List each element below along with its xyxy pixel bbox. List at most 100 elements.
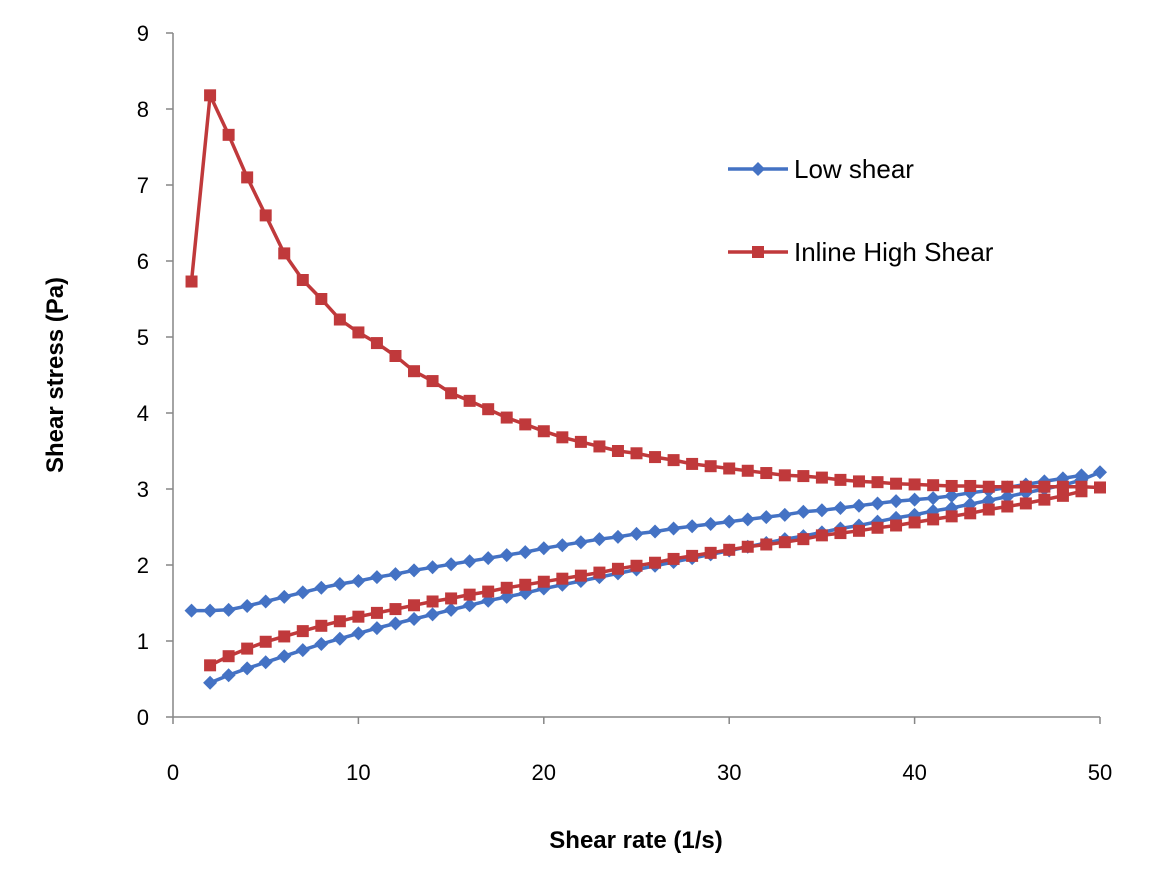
data-point-low-shear [610,529,625,544]
data-point-inline-high-shear [445,592,458,605]
x-tick-label: 20 [532,760,556,785]
data-point-inline-high-shear [519,578,532,591]
data-point-inline-high-shear [500,581,513,594]
data-point-inline-high-shear [574,435,587,448]
data-point-inline-high-shear [370,606,383,619]
y-tick-label: 2 [137,553,149,578]
data-point-inline-high-shear [723,543,736,556]
data-point-inline-high-shear [741,540,754,553]
data-point-inline-high-shear [278,247,291,260]
data-point-inline-high-shear [982,480,995,493]
data-point-inline-high-shear [852,475,865,488]
data-point-inline-high-shear [890,519,903,532]
data-point-inline-high-shear [649,556,662,569]
data-point-inline-high-shear [222,128,235,141]
data-point-inline-high-shear [871,476,884,489]
data-point-inline-high-shear [611,445,624,457]
data-point-low-shear [425,607,440,622]
data-point-inline-high-shear [686,549,699,562]
data-point-low-shear [833,501,848,515]
data-point-inline-high-shear [908,478,921,491]
x-tick-label: 40 [902,760,926,785]
data-point-low-shear [573,535,588,550]
y-tick-label: 5 [137,325,149,350]
data-point-inline-high-shear [1001,500,1014,513]
data-point-inline-high-shear [890,477,903,490]
data-point-inline-high-shear [964,507,977,520]
data-point-low-shear [796,504,811,519]
data-point-inline-high-shear [445,387,458,400]
data-point-low-shear [258,655,273,670]
x-tick-label: 50 [1088,760,1112,785]
data-point-inline-high-shear [574,569,587,582]
data-point-low-shear [592,532,607,547]
data-point-inline-high-shear [964,479,977,492]
data-point-inline-high-shear [185,275,198,288]
data-point-inline-high-shear [1056,480,1069,493]
data-point-inline-high-shear [556,572,569,585]
data-point-inline-high-shear [500,411,513,424]
data-point-low-shear [388,567,403,582]
data-point-low-shear [1000,489,1015,504]
data-point-inline-high-shear [797,533,810,546]
data-point-low-shear [277,589,292,604]
legend-label: Low shear [794,154,914,184]
data-point-inline-high-shear [296,274,309,286]
data-point-low-shear [685,519,700,534]
data-point-low-shear [851,498,866,513]
data-point-low-shear [555,538,570,553]
data-point-inline-high-shear [982,503,995,516]
y-tick-label: 7 [137,173,149,198]
data-point-inline-high-shear [723,462,736,475]
data-point-low-shear [184,603,199,618]
data-point-inline-high-shear [537,575,550,588]
data-point-inline-high-shear [927,479,940,492]
data-point-inline-high-shear [426,375,439,388]
data-point-inline-high-shear [649,451,662,464]
data-point-inline-high-shear [704,546,717,559]
data-point-inline-high-shear [667,552,680,565]
data-point-low-shear [944,488,959,503]
data-point-inline-high-shear [778,469,791,482]
data-point-low-shear [462,598,477,613]
data-point-low-shear [444,557,459,572]
data-point-inline-high-shear [333,615,346,628]
data-point-inline-high-shear [278,630,291,643]
data-point-inline-high-shear [778,536,791,549]
data-point-inline-high-shear [1019,497,1032,510]
legend-item-low-shear: Low shear [728,154,914,184]
data-point-inline-high-shear [408,599,421,612]
data-point-inline-high-shear [315,619,328,632]
data-point-inline-high-shear [519,418,532,431]
data-point-low-shear [388,616,403,631]
data-point-inline-high-shear [482,403,495,416]
axes: 0 1 2 3 4 5 6 7 8 9 0 10 20 30 40 50 [137,21,1112,785]
data-point-inline-high-shear [852,524,865,537]
data-point-inline-high-shear [815,471,828,484]
data-point-inline-high-shear [667,454,680,467]
data-point-inline-high-shear [593,440,606,453]
data-point-inline-high-shear [815,529,828,542]
data-point-low-shear [926,491,941,506]
data-point-low-shear [703,516,718,531]
data-point-low-shear [203,603,218,618]
data-point-inline-high-shear [259,635,272,648]
legend-marker-diamond-icon [751,162,765,176]
data-point-low-shear [425,560,440,575]
data-point-inline-high-shear [1038,480,1051,493]
data-point-low-shear [258,594,273,609]
data-point-inline-high-shear [630,447,643,460]
legend-label: Inline High Shear [794,237,994,267]
data-point-inline-high-shear [593,566,606,579]
data-point-low-shear [407,563,422,578]
data-point-inline-high-shear [760,538,773,551]
data-point-inline-high-shear [834,527,847,540]
data-point-low-shear [444,602,459,617]
data-point-inline-high-shear [389,350,402,362]
data-point-inline-high-shear [908,516,921,529]
legend-marker-square-icon [752,246,764,258]
data-point-inline-high-shear [1075,485,1088,498]
data-point-low-shear [814,503,829,518]
data-point-low-shear [369,570,384,585]
